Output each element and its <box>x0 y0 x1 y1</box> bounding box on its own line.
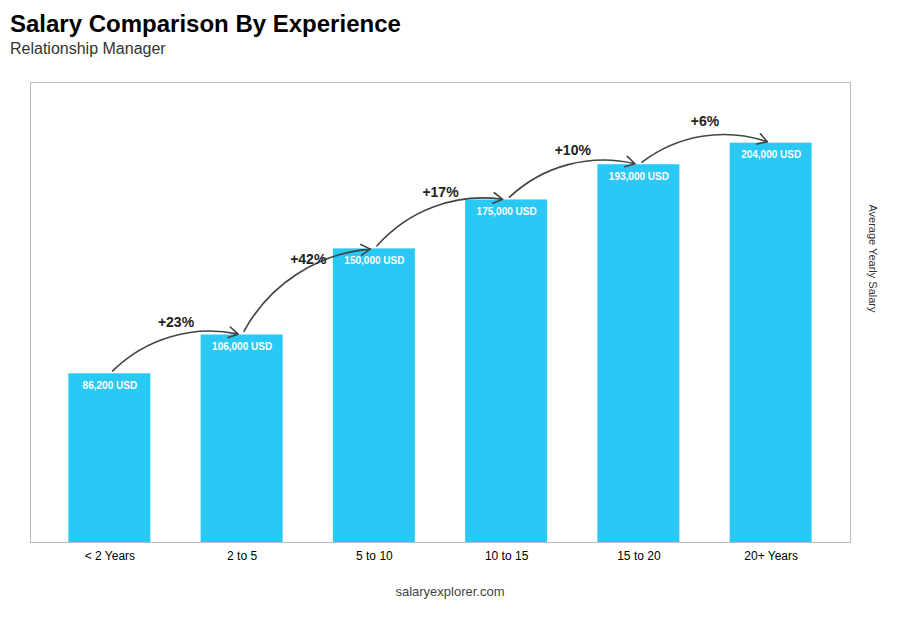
svg-text:20+ Years: 20+ Years <box>744 549 798 563</box>
svg-text:+6%: +6% <box>691 113 720 129</box>
svg-text:193,000 USD: 193,000 USD <box>609 171 669 182</box>
svg-text:Average Yearly Salary: Average Yearly Salary <box>867 204 879 313</box>
svg-text:5 to 10: 5 to 10 <box>356 549 393 563</box>
svg-text:10 to 15: 10 to 15 <box>485 549 529 563</box>
svg-text:86,200 USD: 86,200 USD <box>83 380 137 391</box>
html-text:Salary Comparison By Experienc: Salary Comparison By Experience <box>10 10 401 37</box>
svg-text:+42%: +42% <box>290 251 327 267</box>
svg-text:204,000 USD: 204,000 USD <box>741 149 801 160</box>
html-text:salaryexplorer.com: salaryexplorer.com <box>395 584 505 599</box>
svg-text:175,000 USD: 175,000 USD <box>477 206 537 217</box>
html-text:Relationship Manager: Relationship Manager <box>10 40 166 57</box>
svg-text:+10%: +10% <box>555 142 592 158</box>
svg-text:+23%: +23% <box>158 314 195 330</box>
svg-text:2 to 5: 2 to 5 <box>227 549 257 563</box>
svg-text:106,000 USD: 106,000 USD <box>212 341 272 352</box>
svg-text:+17%: +17% <box>422 184 459 200</box>
svg-text:15 to 20: 15 to 20 <box>617 549 661 563</box>
svg-text:< 2 Years: < 2 Years <box>85 549 135 563</box>
svg-text:150,000 USD: 150,000 USD <box>344 255 404 266</box>
